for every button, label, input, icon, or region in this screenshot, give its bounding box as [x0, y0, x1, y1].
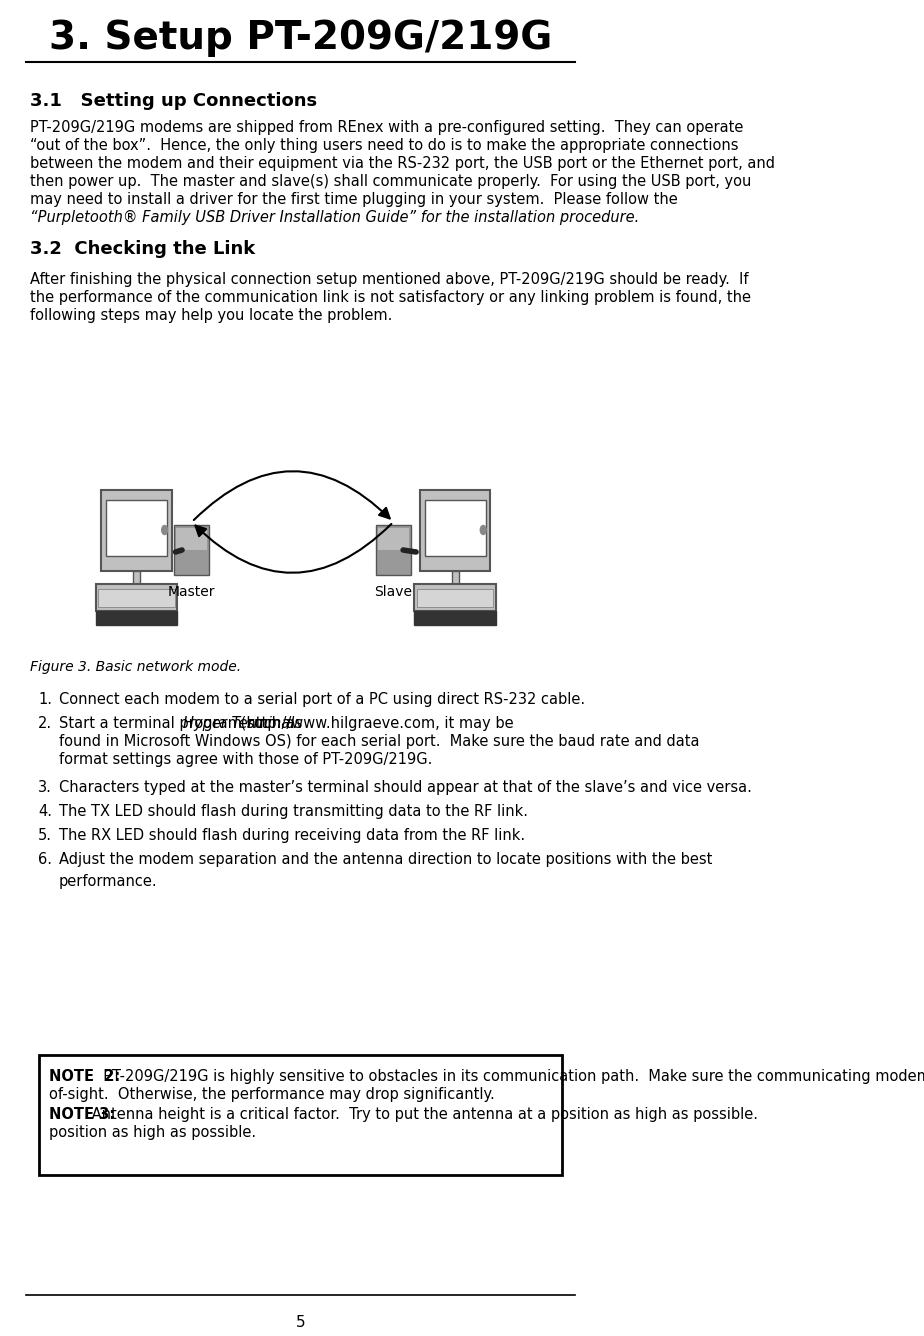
FancyBboxPatch shape [420, 489, 491, 570]
Text: After finishing the physical connection setup mentioned above, PT-209G/219G shou: After finishing the physical connection … [30, 273, 748, 287]
Text: the performance of the communication link is not satisfactory or any linking pro: the performance of the communication lin… [30, 290, 751, 305]
Text: “Purpletooth® Family USB Driver Installation Guide” for the installation procedu: “Purpletooth® Family USB Driver Installa… [30, 210, 639, 224]
Text: NOTE 3:: NOTE 3: [49, 1108, 116, 1122]
FancyBboxPatch shape [176, 528, 207, 550]
Text: Antenna height is a critical factor.  Try to put the antenna at a position as hi: Antenna height is a critical factor. Try… [87, 1108, 758, 1122]
Text: may need to install a driver for the first time plugging in your system.  Please: may need to install a driver for the fir… [30, 192, 677, 207]
Text: format settings agree with those of PT-209G/219G.: format settings agree with those of PT-2… [58, 752, 432, 767]
Text: then power up.  The master and slave(s) shall communicate properly.  For using t: then power up. The master and slave(s) s… [30, 174, 751, 188]
Text: Start a terminal program such as: Start a terminal program such as [58, 716, 307, 731]
FancyBboxPatch shape [102, 489, 172, 570]
Text: 3. Setup PT-209G/219G: 3. Setup PT-209G/219G [49, 19, 552, 57]
FancyBboxPatch shape [378, 528, 409, 550]
Text: The TX LED should flash during transmitting data to the RF link.: The TX LED should flash during transmitt… [58, 804, 528, 819]
Text: Hyper Terminal: Hyper Terminal [183, 716, 295, 731]
Text: 6.: 6. [38, 852, 52, 867]
FancyBboxPatch shape [95, 584, 177, 611]
FancyBboxPatch shape [417, 588, 493, 607]
Text: position as high as possible.: position as high as possible. [49, 1125, 257, 1140]
Circle shape [480, 525, 486, 534]
FancyBboxPatch shape [425, 500, 485, 556]
Text: following steps may help you locate the problem.: following steps may help you locate the … [30, 309, 393, 323]
Text: between the modem and their equipment via the RS-232 port, the USB port or the E: between the modem and their equipment vi… [30, 156, 775, 171]
Text: PT-209G/219G modems are shipped from REnex with a pre-configured setting.  They : PT-209G/219G modems are shipped from REn… [30, 120, 743, 135]
Text: “out of the box”.  Hence, the only thing users need to do is to make the appropr: “out of the box”. Hence, the only thing … [30, 138, 738, 154]
Text: 3.2  Checking the Link: 3.2 Checking the Link [30, 240, 255, 258]
Text: 4.: 4. [38, 804, 52, 819]
Text: PT-209G/219G is highly sensitive to obstacles in its communication path.  Make s: PT-209G/219G is highly sensitive to obst… [93, 1069, 924, 1083]
FancyBboxPatch shape [133, 570, 140, 584]
Text: found in Microsoft Windows OS) for each serial port.  Make sure the baud rate an: found in Microsoft Windows OS) for each … [58, 733, 699, 749]
FancyBboxPatch shape [175, 525, 210, 574]
Text: Adjust the modem separation and the antenna direction to locate positions with t: Adjust the modem separation and the ante… [58, 852, 711, 890]
Text: The RX LED should flash during receiving data from the RF link.: The RX LED should flash during receiving… [58, 828, 525, 843]
Text: 1.: 1. [38, 692, 52, 707]
FancyBboxPatch shape [414, 611, 496, 624]
Text: Connect each modem to a serial port of a PC using direct RS-232 cable.: Connect each modem to a serial port of a… [58, 692, 585, 707]
Text: Characters typed at the master’s terminal should appear at that of the slave’s a: Characters typed at the master’s termina… [58, 780, 751, 795]
Text: 5: 5 [296, 1315, 305, 1331]
Text: 3.: 3. [38, 780, 52, 795]
Text: 2.: 2. [38, 716, 52, 731]
Text: of-sight.  Otherwise, the performance may drop significantly.: of-sight. Otherwise, the performance may… [49, 1088, 495, 1102]
Text: 3.1   Setting up Connections: 3.1 Setting up Connections [30, 92, 317, 110]
FancyBboxPatch shape [95, 611, 177, 624]
FancyBboxPatch shape [376, 525, 411, 574]
FancyBboxPatch shape [99, 588, 175, 607]
Text: Master: Master [168, 585, 215, 599]
Text: Figure 3. Basic network mode.: Figure 3. Basic network mode. [30, 660, 241, 673]
FancyBboxPatch shape [414, 584, 496, 611]
Text: NOTE  2:: NOTE 2: [49, 1069, 121, 1083]
Text: 5.: 5. [38, 828, 52, 843]
Circle shape [162, 525, 167, 534]
FancyBboxPatch shape [39, 1055, 562, 1174]
Text: Slave: Slave [374, 585, 412, 599]
Text: (http://www.hilgraeve.com, it may be: (http://www.hilgraeve.com, it may be [236, 716, 514, 731]
FancyBboxPatch shape [452, 570, 458, 584]
FancyBboxPatch shape [106, 500, 167, 556]
